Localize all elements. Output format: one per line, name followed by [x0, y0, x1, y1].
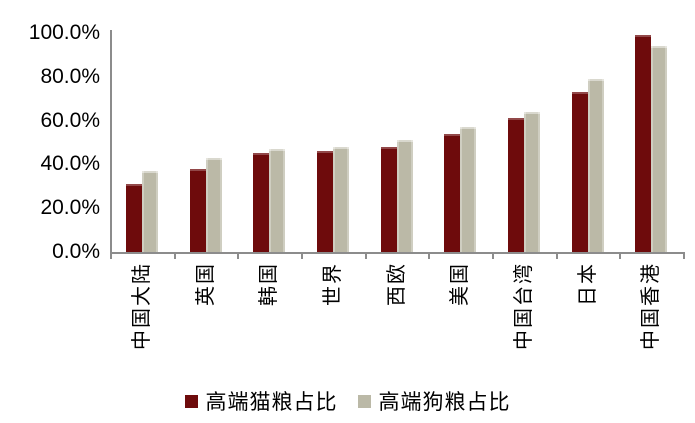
x-axis-category-label: 日本 [576, 262, 599, 306]
bar-dog-food-7 [523, 111, 540, 252]
y-axis-tick-label: 40.0% [40, 152, 100, 176]
legend-swatch-icon [184, 394, 198, 408]
x-axis-tick-mark [237, 254, 240, 259]
y-axis-tick-label: 60.0% [40, 108, 100, 132]
bar-cat-food-4 [316, 151, 333, 252]
bar-dog-food-8 [587, 78, 604, 252]
x-axis-category-label: 世界 [321, 262, 344, 306]
bar-dog-food-6 [460, 127, 477, 252]
x-axis-category-label: 西欧 [385, 262, 408, 306]
bar-dog-food-2 [205, 157, 222, 252]
x-axis-category-label: 韩国 [258, 262, 281, 306]
x-axis-category-label: 中国台湾 [512, 262, 535, 350]
x-axis-category-label: 英国 [194, 262, 217, 306]
legend: 高端猫粮占比 高端狗粮占比 [0, 388, 695, 414]
legend-label: 高端狗粮占比 [378, 391, 511, 414]
legend-swatch-icon [357, 394, 371, 408]
y-axis-tick-label: 20.0% [40, 196, 100, 220]
legend-item-cat-food: 高端猫粮占比 [184, 386, 338, 416]
bar-dog-food-1 [141, 170, 158, 252]
y-axis-tick-label: 0.0% [52, 240, 100, 263]
bar-cat-food-1 [125, 184, 142, 252]
bar-cat-food-5 [380, 146, 397, 252]
x-axis-tick-mark [301, 254, 303, 259]
x-axis-line [110, 252, 685, 254]
legend-item-dog-food: 高端狗粮占比 [357, 386, 511, 416]
x-axis-tick-mark [173, 254, 176, 259]
x-axis-category-label: 美国 [449, 262, 472, 306]
x-axis-tick-mark [110, 254, 112, 259]
y-axis-tick-label: 80.0% [40, 64, 100, 88]
legend-label: 高端猫粮占比 [205, 391, 338, 414]
bar-cat-food-2 [189, 168, 206, 252]
bar-cat-food-9 [635, 35, 652, 252]
bar-dog-food-3 [269, 149, 286, 252]
x-axis-tick-mark [555, 254, 558, 259]
bar-cat-food-6 [444, 133, 461, 252]
x-axis-tick-mark [492, 254, 494, 259]
x-axis-tick-mark [619, 254, 622, 259]
bar-dog-food-5 [396, 140, 413, 252]
x-axis-category-label: 中国大陆 [130, 262, 153, 350]
bar-cat-food-7 [507, 118, 524, 252]
x-axis-tick-mark [364, 254, 367, 259]
y-axis-tick-label: 100.0% [28, 21, 100, 44]
bar-dog-food-4 [332, 146, 349, 252]
bar-cat-food-3 [253, 153, 270, 252]
y-axis-line [110, 30, 112, 254]
bar-dog-food-9 [651, 46, 668, 252]
bar-cat-food-8 [571, 92, 588, 252]
x-axis-tick-mark [428, 254, 431, 259]
x-axis-category-label: 中国香港 [640, 262, 663, 350]
x-axis-tick-mark [683, 254, 685, 259]
